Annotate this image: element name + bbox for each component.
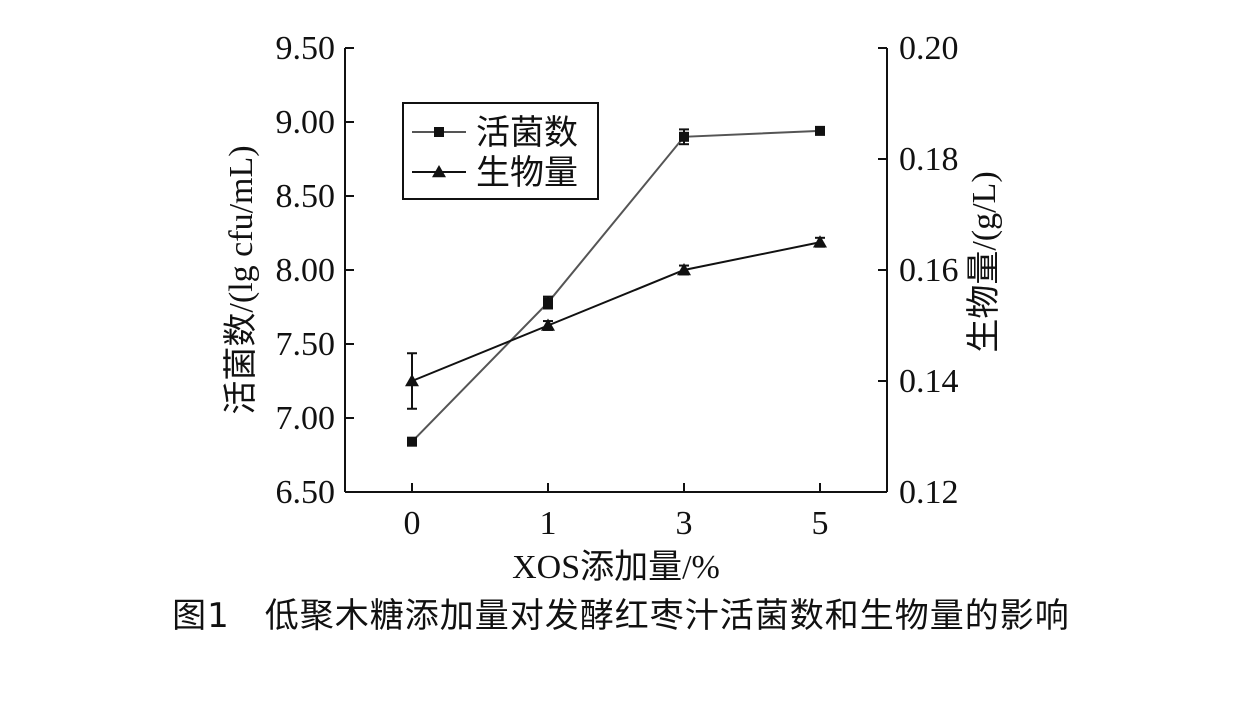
data-point — [405, 374, 419, 387]
series-layer — [405, 125, 827, 447]
series-1 — [407, 125, 825, 447]
series-line — [411, 129, 821, 443]
legend-label: 活菌数 — [476, 114, 578, 152]
axes: 6.50 7.00 7.50 8.00 8.50 9.00 9.50 0.12 0.14 0.16… — [222, 30, 1003, 586]
left-y-tick-label: 7.00 — [276, 400, 336, 437]
x-tick-label: 5 — [812, 505, 829, 542]
data-point — [543, 297, 553, 308]
legend-marker — [434, 127, 444, 137]
figure-caption: 图1 低聚木糖添加量对发酵红枣汁活菌数和生物量的影响 — [172, 596, 1070, 636]
left-y-tick-label: 9.00 — [276, 104, 336, 141]
series-2 — [405, 235, 827, 410]
right-y-axis-title: 生物量/(g/L) — [965, 171, 1003, 352]
right-y-tick-label: 0.20 — [899, 30, 959, 67]
left-y-tick-label: 7.50 — [276, 326, 336, 363]
data-point — [813, 235, 827, 248]
left-y-axis-title: 活菌数/(lg cfu/mL) — [222, 145, 260, 414]
x-tick-label: 1 — [540, 505, 557, 542]
right-y-tick-label: 0.18 — [899, 141, 959, 178]
x-axis-title: XOS添加量/% — [512, 549, 720, 586]
left-y-tick-label: 9.50 — [276, 30, 336, 67]
right-y-tick-label: 0.16 — [899, 252, 959, 289]
legend-marker — [432, 165, 446, 178]
data-point — [815, 125, 825, 136]
right-y-tick-label: 0.14 — [899, 363, 959, 400]
data-point — [677, 263, 691, 276]
right-y-tick-label: 0.12 — [899, 474, 959, 511]
x-tick-label: 3 — [676, 505, 693, 542]
data-point — [541, 318, 555, 331]
x-tick-label: 0 — [404, 505, 421, 542]
data-point — [679, 131, 689, 142]
left-y-tick-label: 8.00 — [276, 252, 336, 289]
data-point — [407, 436, 417, 447]
left-y-tick-label: 8.50 — [276, 178, 336, 215]
series-line — [411, 241, 821, 382]
legend-box — [402, 102, 599, 200]
legend-label: 生物量 — [476, 154, 578, 192]
dual-axis-line-chart: 6.50 7.00 7.50 8.00 8.50 9.00 9.50 0.12 0.14 0.16… — [222, 30, 1003, 586]
left-y-tick-label: 6.50 — [276, 474, 336, 511]
